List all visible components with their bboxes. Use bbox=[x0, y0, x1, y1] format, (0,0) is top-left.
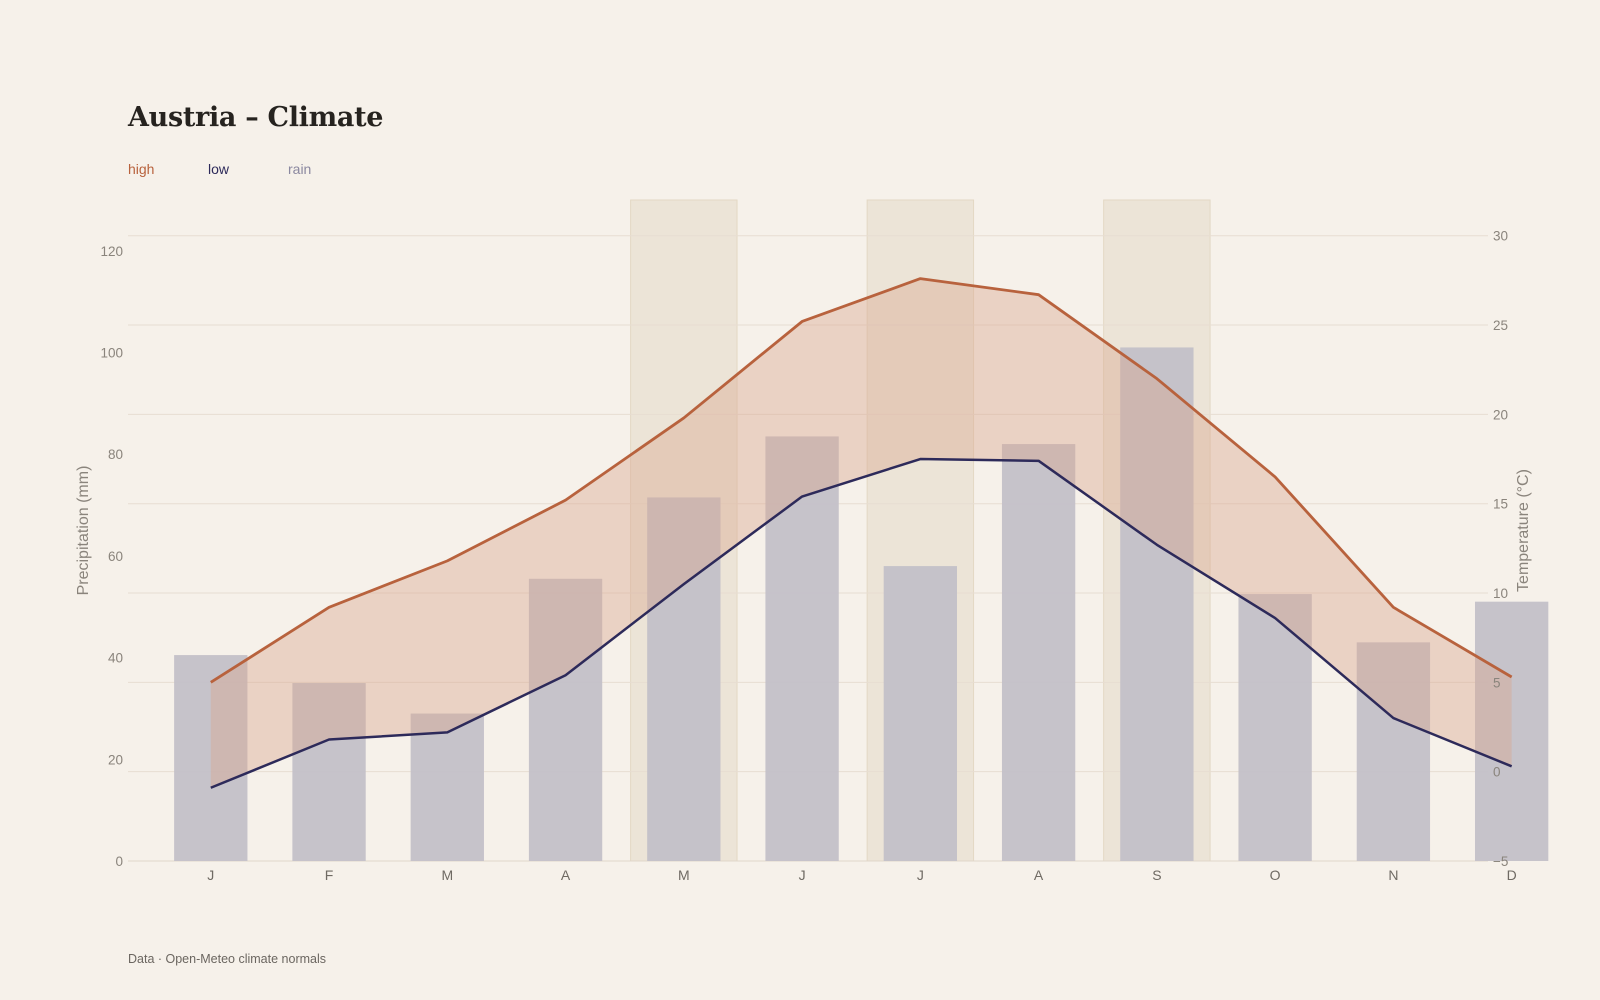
x-tick-label: A bbox=[1034, 867, 1044, 883]
rain-bar bbox=[1474, 601, 1549, 861]
x-tick-label: S bbox=[1152, 867, 1161, 883]
left-tick-label: 0 bbox=[115, 854, 123, 869]
right-tick-label: −5 bbox=[1493, 854, 1508, 869]
right-tick-label: 10 bbox=[1493, 586, 1508, 601]
x-tick-label: A bbox=[561, 867, 571, 883]
right-axis-title: Temperature (°C) bbox=[1515, 469, 1532, 592]
left-axis-title: Precipitation (mm) bbox=[75, 466, 92, 596]
left-tick-label: 100 bbox=[100, 346, 123, 361]
rain-bar bbox=[528, 578, 603, 861]
rain-bar bbox=[410, 713, 484, 861]
right-tick-label: 20 bbox=[1493, 407, 1508, 422]
rain-bar bbox=[292, 683, 366, 861]
x-tick-label: M bbox=[441, 867, 453, 883]
left-tick-label: 20 bbox=[108, 752, 123, 767]
left-tick-label: 40 bbox=[108, 651, 123, 666]
left-tick-label: 60 bbox=[108, 549, 123, 564]
rain-bar bbox=[647, 497, 721, 861]
x-tick-label: J bbox=[799, 867, 806, 883]
x-tick-label: J bbox=[917, 867, 924, 883]
rain-bar bbox=[1001, 444, 1076, 861]
legend-low: low bbox=[208, 161, 230, 177]
right-tick-label: 0 bbox=[1493, 765, 1501, 780]
rain-bar bbox=[765, 436, 839, 861]
temperature-band bbox=[210, 278, 1512, 788]
x-tick-label: D bbox=[1507, 867, 1517, 883]
legend-high: high bbox=[128, 161, 155, 177]
left-tick-label: 80 bbox=[108, 447, 123, 462]
legend: high low rain bbox=[128, 161, 528, 181]
low-line bbox=[210, 457, 1513, 789]
x-tick-label: M bbox=[678, 867, 690, 883]
right-tick-label: 5 bbox=[1493, 675, 1501, 690]
x-tick-label: J bbox=[207, 867, 214, 883]
left-tick-label: 120 bbox=[100, 244, 123, 259]
source-note: Data · Open-Meteo climate normals bbox=[128, 952, 326, 966]
rain-bar bbox=[1120, 347, 1194, 861]
high-line bbox=[210, 277, 1513, 684]
right-tick-label: 25 bbox=[1493, 318, 1508, 333]
rain-bar bbox=[883, 566, 958, 861]
right-tick-label: 15 bbox=[1493, 497, 1508, 512]
legend-rain: rain bbox=[288, 161, 312, 177]
rain-bar bbox=[1356, 642, 1431, 861]
x-tick-label: F bbox=[325, 867, 334, 883]
rain-bar bbox=[174, 655, 248, 861]
x-tick-label: O bbox=[1270, 867, 1281, 883]
right-tick-label: 30 bbox=[1493, 229, 1508, 244]
x-tick-label: N bbox=[1388, 867, 1398, 883]
chart-title: Austria – Climate bbox=[128, 102, 384, 133]
